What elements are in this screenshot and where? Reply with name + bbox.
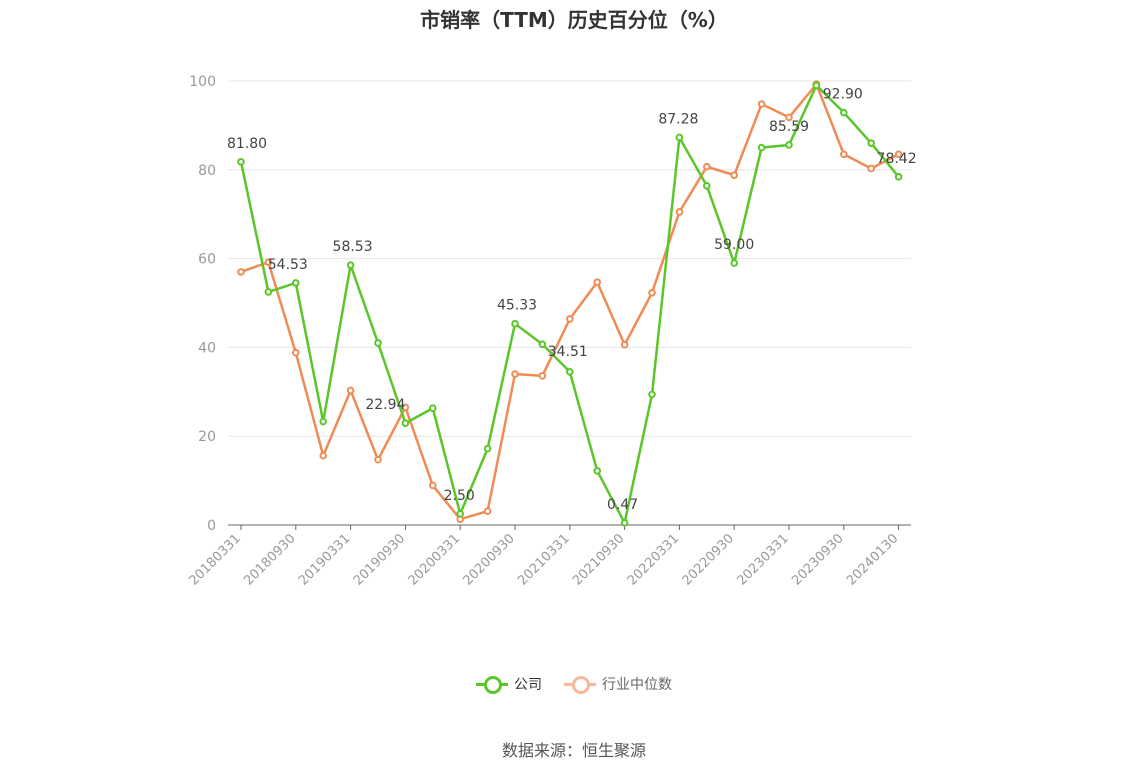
data-point-industry bbox=[757, 100, 766, 108]
y-tick-label: 20 bbox=[198, 429, 216, 445]
data-label-company: 22.94 bbox=[365, 397, 405, 413]
x-tick-label: 20220930 bbox=[680, 531, 737, 588]
data-label-company: 92.90 bbox=[823, 87, 863, 103]
data-point-industry bbox=[511, 370, 519, 378]
x-tick-label: 20240130 bbox=[844, 531, 901, 588]
data-point-industry bbox=[237, 268, 245, 276]
source-note: 数据来源：恒生聚源 bbox=[501, 741, 646, 760]
data-point-company bbox=[264, 288, 273, 296]
y-tick-label: 100 bbox=[189, 74, 216, 90]
data-point-company bbox=[456, 510, 465, 518]
legend-industry-label: 行业中位数 bbox=[602, 677, 672, 693]
data-label-company: 81.80 bbox=[227, 136, 267, 152]
data-point-industry bbox=[429, 481, 437, 490]
data-point-company bbox=[894, 173, 903, 181]
data-point-industry bbox=[730, 171, 739, 179]
data-point-industry bbox=[346, 386, 355, 395]
data-point-company bbox=[374, 339, 382, 347]
data-point-company bbox=[319, 417, 328, 426]
data-point-company bbox=[538, 340, 547, 349]
data-point-company bbox=[867, 139, 876, 147]
x-tick-label: 20200331 bbox=[406, 531, 463, 588]
data-point-industry bbox=[648, 288, 656, 297]
data-point-company bbox=[401, 419, 410, 427]
legend-item-company[interactable]: 公司 bbox=[476, 674, 542, 694]
y-tick-label: 0 bbox=[207, 518, 216, 534]
data-point-industry bbox=[374, 455, 382, 464]
data-point-industry bbox=[867, 164, 876, 173]
data-label-company: 45.33 bbox=[497, 298, 537, 314]
data-point-company bbox=[840, 108, 848, 117]
data-point-industry bbox=[840, 150, 848, 159]
x-tick-label: 20220331 bbox=[625, 531, 682, 588]
legend-industry-icon bbox=[564, 676, 596, 694]
data-point-company bbox=[483, 444, 492, 453]
y-tick-label: 80 bbox=[198, 163, 216, 179]
data-point-industry bbox=[292, 348, 300, 357]
data-point-industry bbox=[620, 340, 629, 349]
data-point-company bbox=[620, 519, 629, 527]
data-label-company: 58.53 bbox=[333, 239, 373, 255]
legend-item-industry[interactable]: 行业中位数 bbox=[564, 674, 672, 694]
x-tick-label: 20230930 bbox=[789, 531, 846, 588]
x-tick-label: 20230331 bbox=[734, 531, 791, 588]
data-point-company bbox=[292, 279, 300, 287]
data-point-company bbox=[703, 181, 711, 190]
chart-title: 市销率（TTM）历史百分位（%） bbox=[420, 8, 728, 32]
x-tick-label: 20180331 bbox=[186, 531, 243, 588]
data-label-company: 0.47 bbox=[607, 497, 638, 513]
data-point-industry bbox=[319, 451, 328, 460]
data-point-industry bbox=[593, 278, 602, 286]
series-line-company bbox=[239, 84, 900, 525]
data-point-industry bbox=[483, 507, 492, 516]
data-point-company bbox=[812, 81, 821, 90]
data-label-company: 2.50 bbox=[444, 488, 475, 504]
x-tick-label: 20190331 bbox=[296, 531, 353, 588]
y-tick-label: 40 bbox=[198, 340, 216, 356]
data-point-company bbox=[757, 143, 766, 152]
data-point-company bbox=[730, 259, 739, 267]
x-tick-label: 20200930 bbox=[460, 531, 517, 588]
data-label-company: 85.59 bbox=[769, 119, 809, 135]
data-point-company bbox=[675, 133, 684, 142]
data-point-company bbox=[566, 367, 574, 376]
data-point-industry bbox=[675, 208, 684, 216]
data-point-company bbox=[785, 141, 793, 149]
legend: 公司 行业中位数 bbox=[0, 674, 1148, 694]
data-point-industry bbox=[894, 150, 903, 159]
data-label-company: 59.00 bbox=[714, 237, 754, 253]
data-label-company: 87.28 bbox=[658, 111, 698, 127]
x-tick-label: 20210331 bbox=[515, 531, 572, 588]
data-point-industry bbox=[785, 113, 793, 122]
data-point-company bbox=[237, 158, 245, 166]
data-point-industry bbox=[566, 315, 574, 323]
legend-company-label: 公司 bbox=[514, 677, 542, 693]
data-label-company: 54.53 bbox=[268, 257, 308, 273]
data-point-industry bbox=[703, 162, 711, 171]
data-point-company bbox=[429, 404, 437, 413]
x-tick-label: 20190930 bbox=[351, 531, 408, 588]
data-point-industry bbox=[401, 403, 410, 412]
legend-company-icon bbox=[476, 676, 508, 694]
data-point-company bbox=[593, 467, 602, 475]
data-point-company bbox=[346, 261, 355, 269]
data-point-industry bbox=[264, 258, 273, 266]
data-label-company: 34.51 bbox=[548, 344, 588, 360]
series-line-industry bbox=[240, 82, 900, 521]
data-point-company bbox=[511, 319, 519, 328]
x-tick-label: 20210930 bbox=[570, 531, 627, 588]
x-tick-label: 20180930 bbox=[241, 531, 298, 588]
data-point-industry bbox=[538, 372, 547, 380]
y-tick-label: 60 bbox=[198, 252, 216, 268]
data-label-company: 78.42 bbox=[877, 151, 917, 167]
data-point-company bbox=[648, 390, 656, 399]
